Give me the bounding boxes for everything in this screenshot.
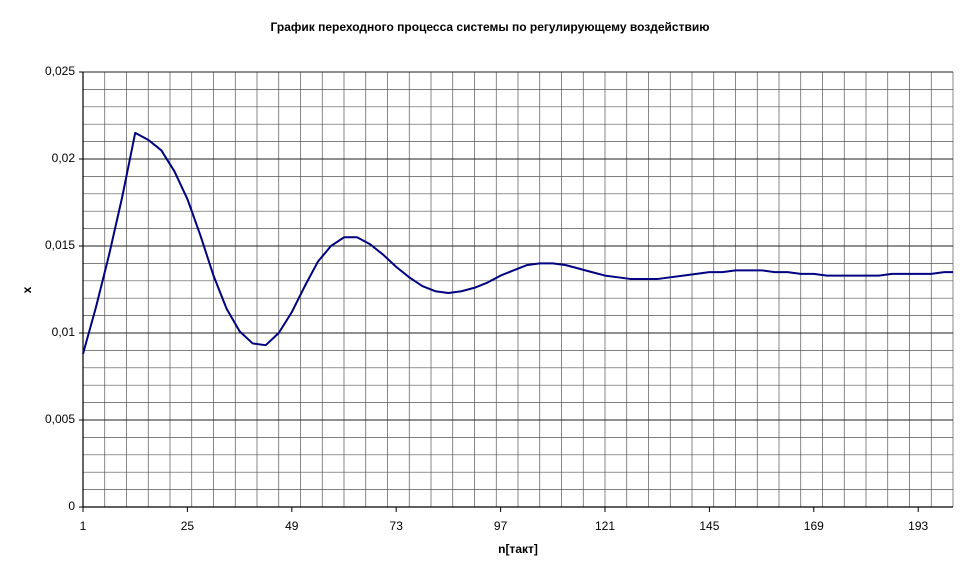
- x-tick-label: 121: [595, 519, 615, 533]
- data-line: [82, 131, 953, 355]
- x-tick-label: 193: [908, 519, 928, 533]
- x-tick-label: 1: [80, 519, 87, 533]
- y-axis-title: x: [20, 286, 34, 293]
- x-axis-title: n[такт]: [498, 542, 538, 556]
- x-tick-label: 169: [804, 519, 824, 533]
- y-tick-label: 0,02: [52, 151, 76, 165]
- y-tick-label: 0,025: [45, 64, 75, 78]
- y-tick-label: 0: [68, 499, 75, 513]
- y-tick-label: 0,01: [52, 325, 76, 339]
- x-tick-label: 49: [285, 519, 299, 533]
- x-tick-label: 145: [699, 519, 719, 533]
- y-tick-label: 0,015: [45, 238, 75, 252]
- y-tick-label: 0,005: [45, 412, 75, 426]
- x-tick-label: 25: [181, 519, 195, 533]
- x-tick-label: 97: [494, 519, 508, 533]
- x-tick-label: 73: [390, 519, 404, 533]
- chart-title: График переходного процесса системы по р…: [271, 20, 710, 34]
